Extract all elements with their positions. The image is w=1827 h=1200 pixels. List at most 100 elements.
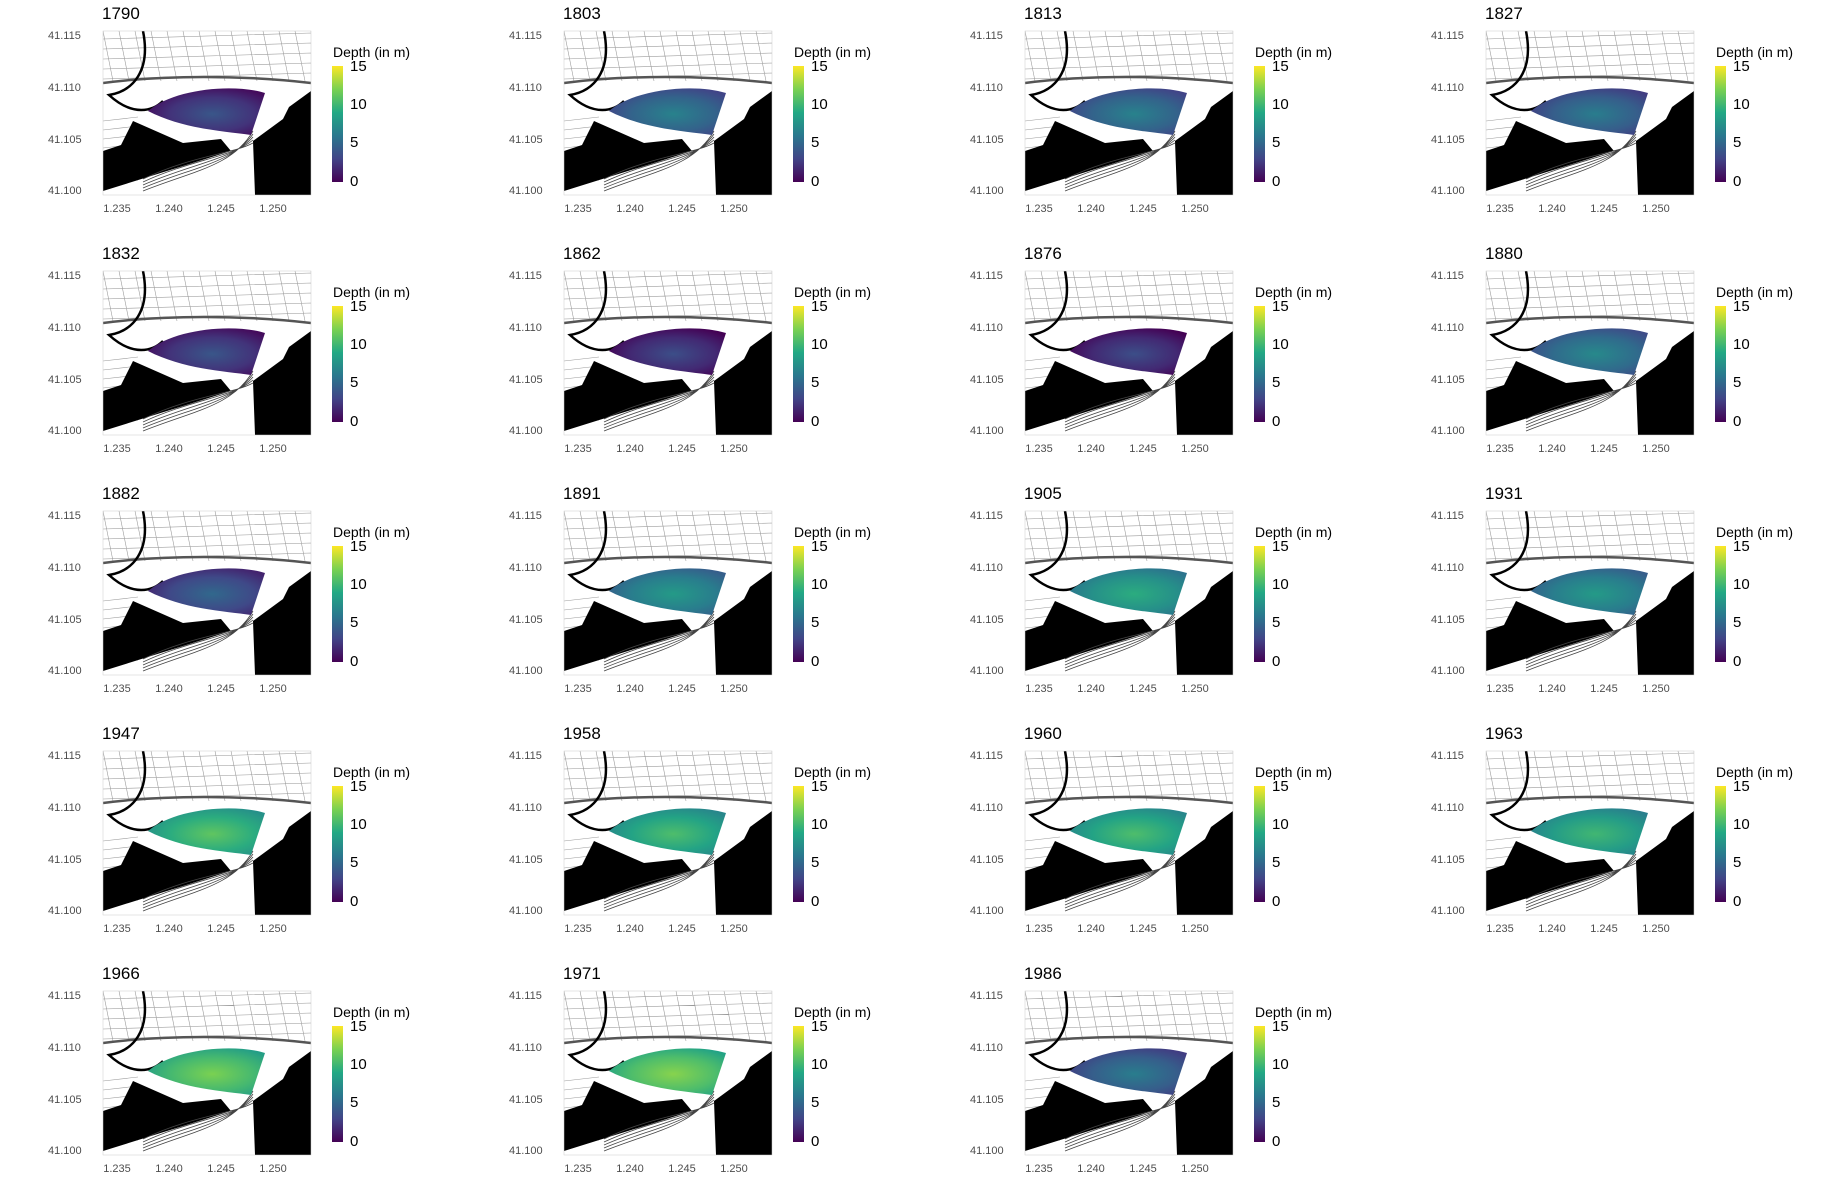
map-panel-1905: 1905 41.115 41.110 41.105 41.100 1.235 1.240 1.… — [922, 480, 1382, 720]
highway-loop — [106, 511, 164, 592]
rail-lines — [1064, 850, 1176, 912]
map-panel-1960: 1960 41.115 41.110 41.105 41.100 1.235 1.240 1.… — [922, 720, 1382, 960]
colorbar-tick-label: 15 — [350, 58, 367, 75]
map-frame — [102, 270, 312, 436]
colorbar-tick-label: 5 — [811, 374, 820, 391]
x-tick-label: 1.235 — [564, 1163, 592, 1175]
y-tick-label: 41.105 — [48, 614, 82, 626]
bathymetry-map — [1024, 270, 1234, 436]
y-tick-label: 41.105 — [509, 1094, 543, 1106]
highway-loop — [567, 991, 625, 1072]
map-panel-1891: 1891 41.115 41.110 41.105 41.100 1.235 1.240 1.… — [461, 480, 921, 720]
legend-title: Depth (in m) — [794, 284, 872, 300]
ring-road — [103, 315, 311, 325]
rail-lines — [142, 850, 254, 912]
water-depth-surface — [1070, 328, 1187, 375]
land-west — [1025, 121, 1153, 191]
colorbar-tick-label: 0 — [1272, 653, 1281, 670]
y-tick-label: 41.115 — [1431, 510, 1464, 522]
highway-loop — [1489, 751, 1547, 832]
map-frame — [1024, 990, 1234, 1156]
legend-title: Depth (in m) — [794, 764, 872, 780]
y-tick-label: 41.110 — [509, 1042, 542, 1054]
y-tick-label: 41.115 — [509, 990, 542, 1002]
ring-road — [1486, 315, 1694, 325]
y-tick-label: 41.110 — [48, 562, 81, 574]
x-tick-label: 1.235 — [1025, 1163, 1053, 1175]
water-depth-surface — [148, 568, 265, 615]
colorbar-tick-label: 15 — [350, 538, 367, 555]
colorbar-tick-label: 5 — [811, 134, 820, 151]
map-panel-1876: 1876 41.115 41.110 41.105 41.100 1.235 1.240 1.… — [922, 240, 1382, 480]
colorbar-tick-label: 5 — [1733, 854, 1742, 871]
x-tick-label: 1.240 — [616, 683, 644, 695]
land-east — [1636, 91, 1694, 195]
water-depth-surface — [609, 328, 726, 375]
colorbar-tick-label: 10 — [811, 96, 828, 113]
y-tick-label: 41.105 — [970, 134, 1004, 146]
x-tick-label: 1.235 — [564, 443, 592, 455]
x-tick-label: 1.245 — [1129, 923, 1157, 935]
ring-road — [564, 795, 772, 805]
colorbar — [1254, 1026, 1265, 1142]
colorbar-tick-label: 15 — [350, 1018, 367, 1035]
map-frame — [1485, 750, 1695, 916]
colorbar-tick-label: 15 — [811, 298, 828, 315]
highway-loop — [106, 271, 164, 352]
map-panel-1963: 1963 41.115 41.110 41.105 41.100 1.235 1.240 1.… — [1383, 720, 1827, 960]
panel-year-title: 1880 — [1485, 244, 1523, 263]
colorbar-tick-label: 5 — [1733, 614, 1742, 631]
x-tick-label: 1.245 — [207, 923, 235, 935]
map-frame — [102, 510, 312, 676]
x-tick-label: 1.245 — [668, 683, 696, 695]
y-tick-label: 41.110 — [970, 802, 1003, 814]
colorbar-tick-label: 5 — [1272, 854, 1281, 871]
colorbar-tick-label: 0 — [350, 173, 359, 190]
bathymetry-map — [563, 990, 773, 1156]
y-tick-label: 41.105 — [1431, 854, 1465, 866]
colorbar-tick-label: 10 — [350, 816, 367, 833]
x-tick-label: 1.240 — [155, 923, 183, 935]
map-frame — [1024, 270, 1234, 436]
legend-title: Depth (in m) — [333, 1004, 411, 1020]
water-depth-surface — [1531, 88, 1648, 135]
x-tick-label: 1.245 — [668, 443, 696, 455]
map-panel-1947: 1947 41.115 41.110 41.105 41.100 1.235 1.240 1.… — [0, 720, 460, 960]
rail-lines — [603, 370, 715, 432]
land-west — [564, 601, 692, 671]
highway-loop — [1489, 511, 1547, 592]
y-tick-label: 41.105 — [970, 614, 1004, 626]
y-tick-label: 41.105 — [1431, 614, 1465, 626]
land-east — [1175, 1051, 1233, 1155]
land-west — [1486, 601, 1614, 671]
land-west — [564, 121, 692, 191]
colorbar — [1254, 306, 1265, 422]
map-frame — [102, 30, 312, 196]
rail-lines — [1525, 610, 1637, 672]
land-east — [714, 91, 772, 195]
colorbar-tick-label: 5 — [350, 134, 359, 151]
x-tick-label: 1.245 — [668, 203, 696, 215]
land-west — [564, 361, 692, 431]
x-tick-label: 1.240 — [616, 443, 644, 455]
highway-loop — [1028, 991, 1086, 1072]
water-depth-surface — [609, 88, 726, 135]
y-tick-label: 41.100 — [509, 425, 543, 437]
y-tick-label: 41.105 — [509, 854, 543, 866]
legend-title: Depth (in m) — [1255, 764, 1333, 780]
colorbar — [1715, 66, 1726, 182]
rail-lines — [1064, 130, 1176, 192]
rail-lines — [142, 1090, 254, 1152]
bathymetry-map — [102, 750, 312, 916]
land-west — [103, 361, 231, 431]
y-tick-label: 41.115 — [1431, 750, 1464, 762]
map-frame — [563, 270, 773, 436]
colorbar-tick-label: 5 — [811, 614, 820, 631]
colorbar-tick-label: 10 — [1272, 96, 1289, 113]
colorbar-tick-label: 10 — [1272, 816, 1289, 833]
bathymetry-map — [102, 30, 312, 196]
rail-lines — [1525, 370, 1637, 432]
colorbar — [1254, 66, 1265, 182]
panel-year-title: 1882 — [102, 484, 140, 503]
panel-year-title: 1971 — [563, 964, 601, 983]
